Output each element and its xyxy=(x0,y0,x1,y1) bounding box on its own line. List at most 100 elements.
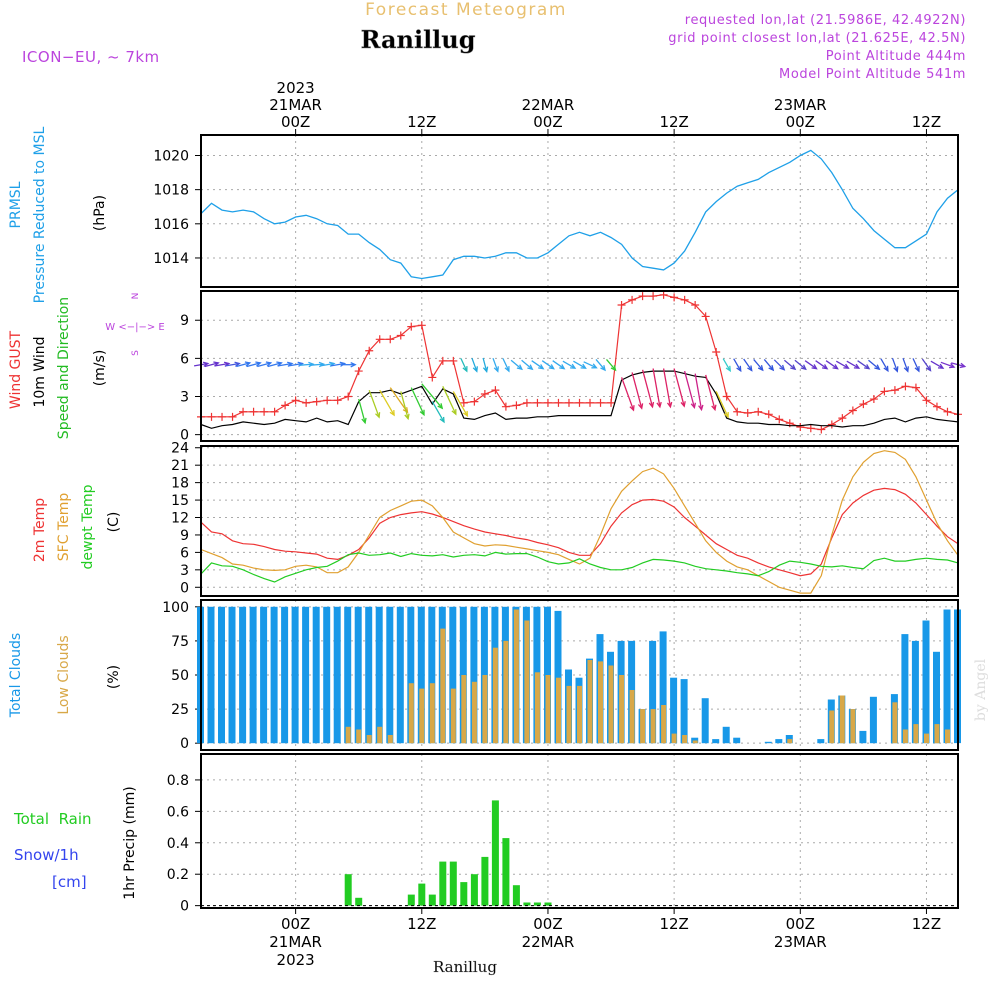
total-clouds-bar xyxy=(901,634,909,744)
bottom-time-label: 12Z xyxy=(659,915,688,933)
gust-marker xyxy=(733,407,742,416)
arrow-head xyxy=(757,365,764,372)
gust-marker xyxy=(880,387,889,396)
arrow-head xyxy=(811,364,818,370)
gust-marker xyxy=(365,346,374,355)
low-clouds-bar xyxy=(461,675,467,744)
low-clouds-bar xyxy=(345,726,351,744)
arrow-shaft xyxy=(246,362,261,368)
arrow-shaft xyxy=(715,391,729,418)
gust-marker xyxy=(543,398,552,407)
arrow-head xyxy=(832,364,839,370)
panel-background-pressure xyxy=(201,135,958,287)
wind-direction-arrow xyxy=(606,358,617,372)
total-clouds-bar xyxy=(239,606,247,744)
wind-direction-arrow xyxy=(379,389,395,417)
arrow-head xyxy=(711,404,717,412)
wind-direction-arrow xyxy=(763,358,775,372)
arrow-shaft xyxy=(482,357,488,372)
arrow-shaft xyxy=(620,377,635,411)
low-clouds-bar xyxy=(387,735,393,744)
total-clouds-bar xyxy=(260,606,268,744)
gust-marker xyxy=(575,398,584,407)
gust-marker xyxy=(743,409,752,418)
arrow-shaft xyxy=(552,360,565,370)
model-altitude: Model Point Altitude 541m xyxy=(779,67,966,82)
arrow-head xyxy=(361,417,367,425)
low-clouds-bar xyxy=(913,724,919,744)
low-clouds-bar xyxy=(419,688,425,744)
gust-marker xyxy=(228,412,237,421)
wind-direction-arrow xyxy=(891,357,899,373)
wind-direction-arrow xyxy=(257,361,273,368)
arrow-shaft xyxy=(683,370,696,408)
wind-direction-arrow xyxy=(835,360,850,369)
total-clouds-bar xyxy=(407,606,415,744)
low-clouds-bar xyxy=(608,665,614,744)
precip-unit: 1hr Precip (mm) xyxy=(122,786,138,899)
clouds-unit: (%) xyxy=(106,665,122,689)
gust-marker xyxy=(754,407,763,416)
total-clouds-bar xyxy=(775,739,783,744)
arrow-head xyxy=(462,366,468,373)
total-clouds-bar xyxy=(733,737,741,744)
arrow-shaft xyxy=(673,368,685,407)
total-clouds-bar xyxy=(333,606,341,744)
top-time-label: 23MAR xyxy=(774,96,827,114)
top-time-label: 22MAR xyxy=(522,96,575,114)
arrow-shaft xyxy=(763,358,774,371)
top-time-label: 12Z xyxy=(912,113,941,131)
arrow-head xyxy=(768,365,775,372)
wind-direction-arrow xyxy=(921,358,932,372)
low-clouds-bar xyxy=(650,709,656,744)
low-clouds-bar xyxy=(377,726,383,744)
wind10m-label: 10m Wind xyxy=(32,336,48,407)
footer-location: Ranillug xyxy=(433,958,497,976)
total-clouds-bar xyxy=(291,606,299,744)
point-altitude: Point Altitude 444m xyxy=(826,49,966,64)
gust-marker xyxy=(333,396,342,405)
arrow-shaft xyxy=(330,362,345,367)
gust-marker xyxy=(533,398,542,407)
arrow-shaft xyxy=(652,368,661,408)
bottom-time-label: 22MAR xyxy=(522,933,575,951)
y-tick-label: 6 xyxy=(180,545,189,561)
gust-marker xyxy=(680,295,689,304)
arrow-head xyxy=(656,401,662,409)
wind-direction-arrow xyxy=(743,358,753,372)
arrow-shaft xyxy=(733,358,742,372)
total-clouds-bar xyxy=(302,606,310,744)
arrow-head xyxy=(648,401,655,409)
low-clouds-bar xyxy=(640,709,646,744)
gust-marker xyxy=(260,407,269,416)
arrow-head xyxy=(903,366,909,373)
gust-marker xyxy=(344,392,353,401)
bottom-time-label: 00Z xyxy=(281,915,310,933)
arrow-shaft xyxy=(257,362,271,368)
arrow-head xyxy=(472,366,478,373)
gust-marker xyxy=(890,386,899,395)
arrow-shaft xyxy=(631,372,643,409)
gust-marker xyxy=(270,407,279,416)
arrow-shaft xyxy=(379,389,395,416)
t2m-label: 2m Temp xyxy=(32,498,48,562)
arrow-shaft xyxy=(912,358,920,372)
bottom-time-label: 23MAR xyxy=(774,933,827,951)
gust-marker xyxy=(554,398,563,407)
arrow-shaft xyxy=(694,373,703,410)
y-tick-label: 50 xyxy=(171,668,189,684)
arrow-shaft xyxy=(421,383,443,409)
rain-bar xyxy=(544,902,552,906)
gust-marker xyxy=(281,401,290,410)
y-tick-label: 0 xyxy=(180,736,189,752)
wind-direction-arrow xyxy=(341,362,357,368)
arrow-shaft xyxy=(815,360,828,370)
total-clouds-bar xyxy=(312,606,320,744)
wind-direction-arrow xyxy=(652,368,662,409)
total-clouds-bar xyxy=(323,606,331,744)
wind-direction-arrow xyxy=(492,357,499,373)
compass-we: W <−|−> E xyxy=(105,322,164,333)
gust-marker xyxy=(712,348,721,357)
wind-direction-arrow xyxy=(715,391,729,419)
wind-direction-arrow xyxy=(857,360,871,370)
